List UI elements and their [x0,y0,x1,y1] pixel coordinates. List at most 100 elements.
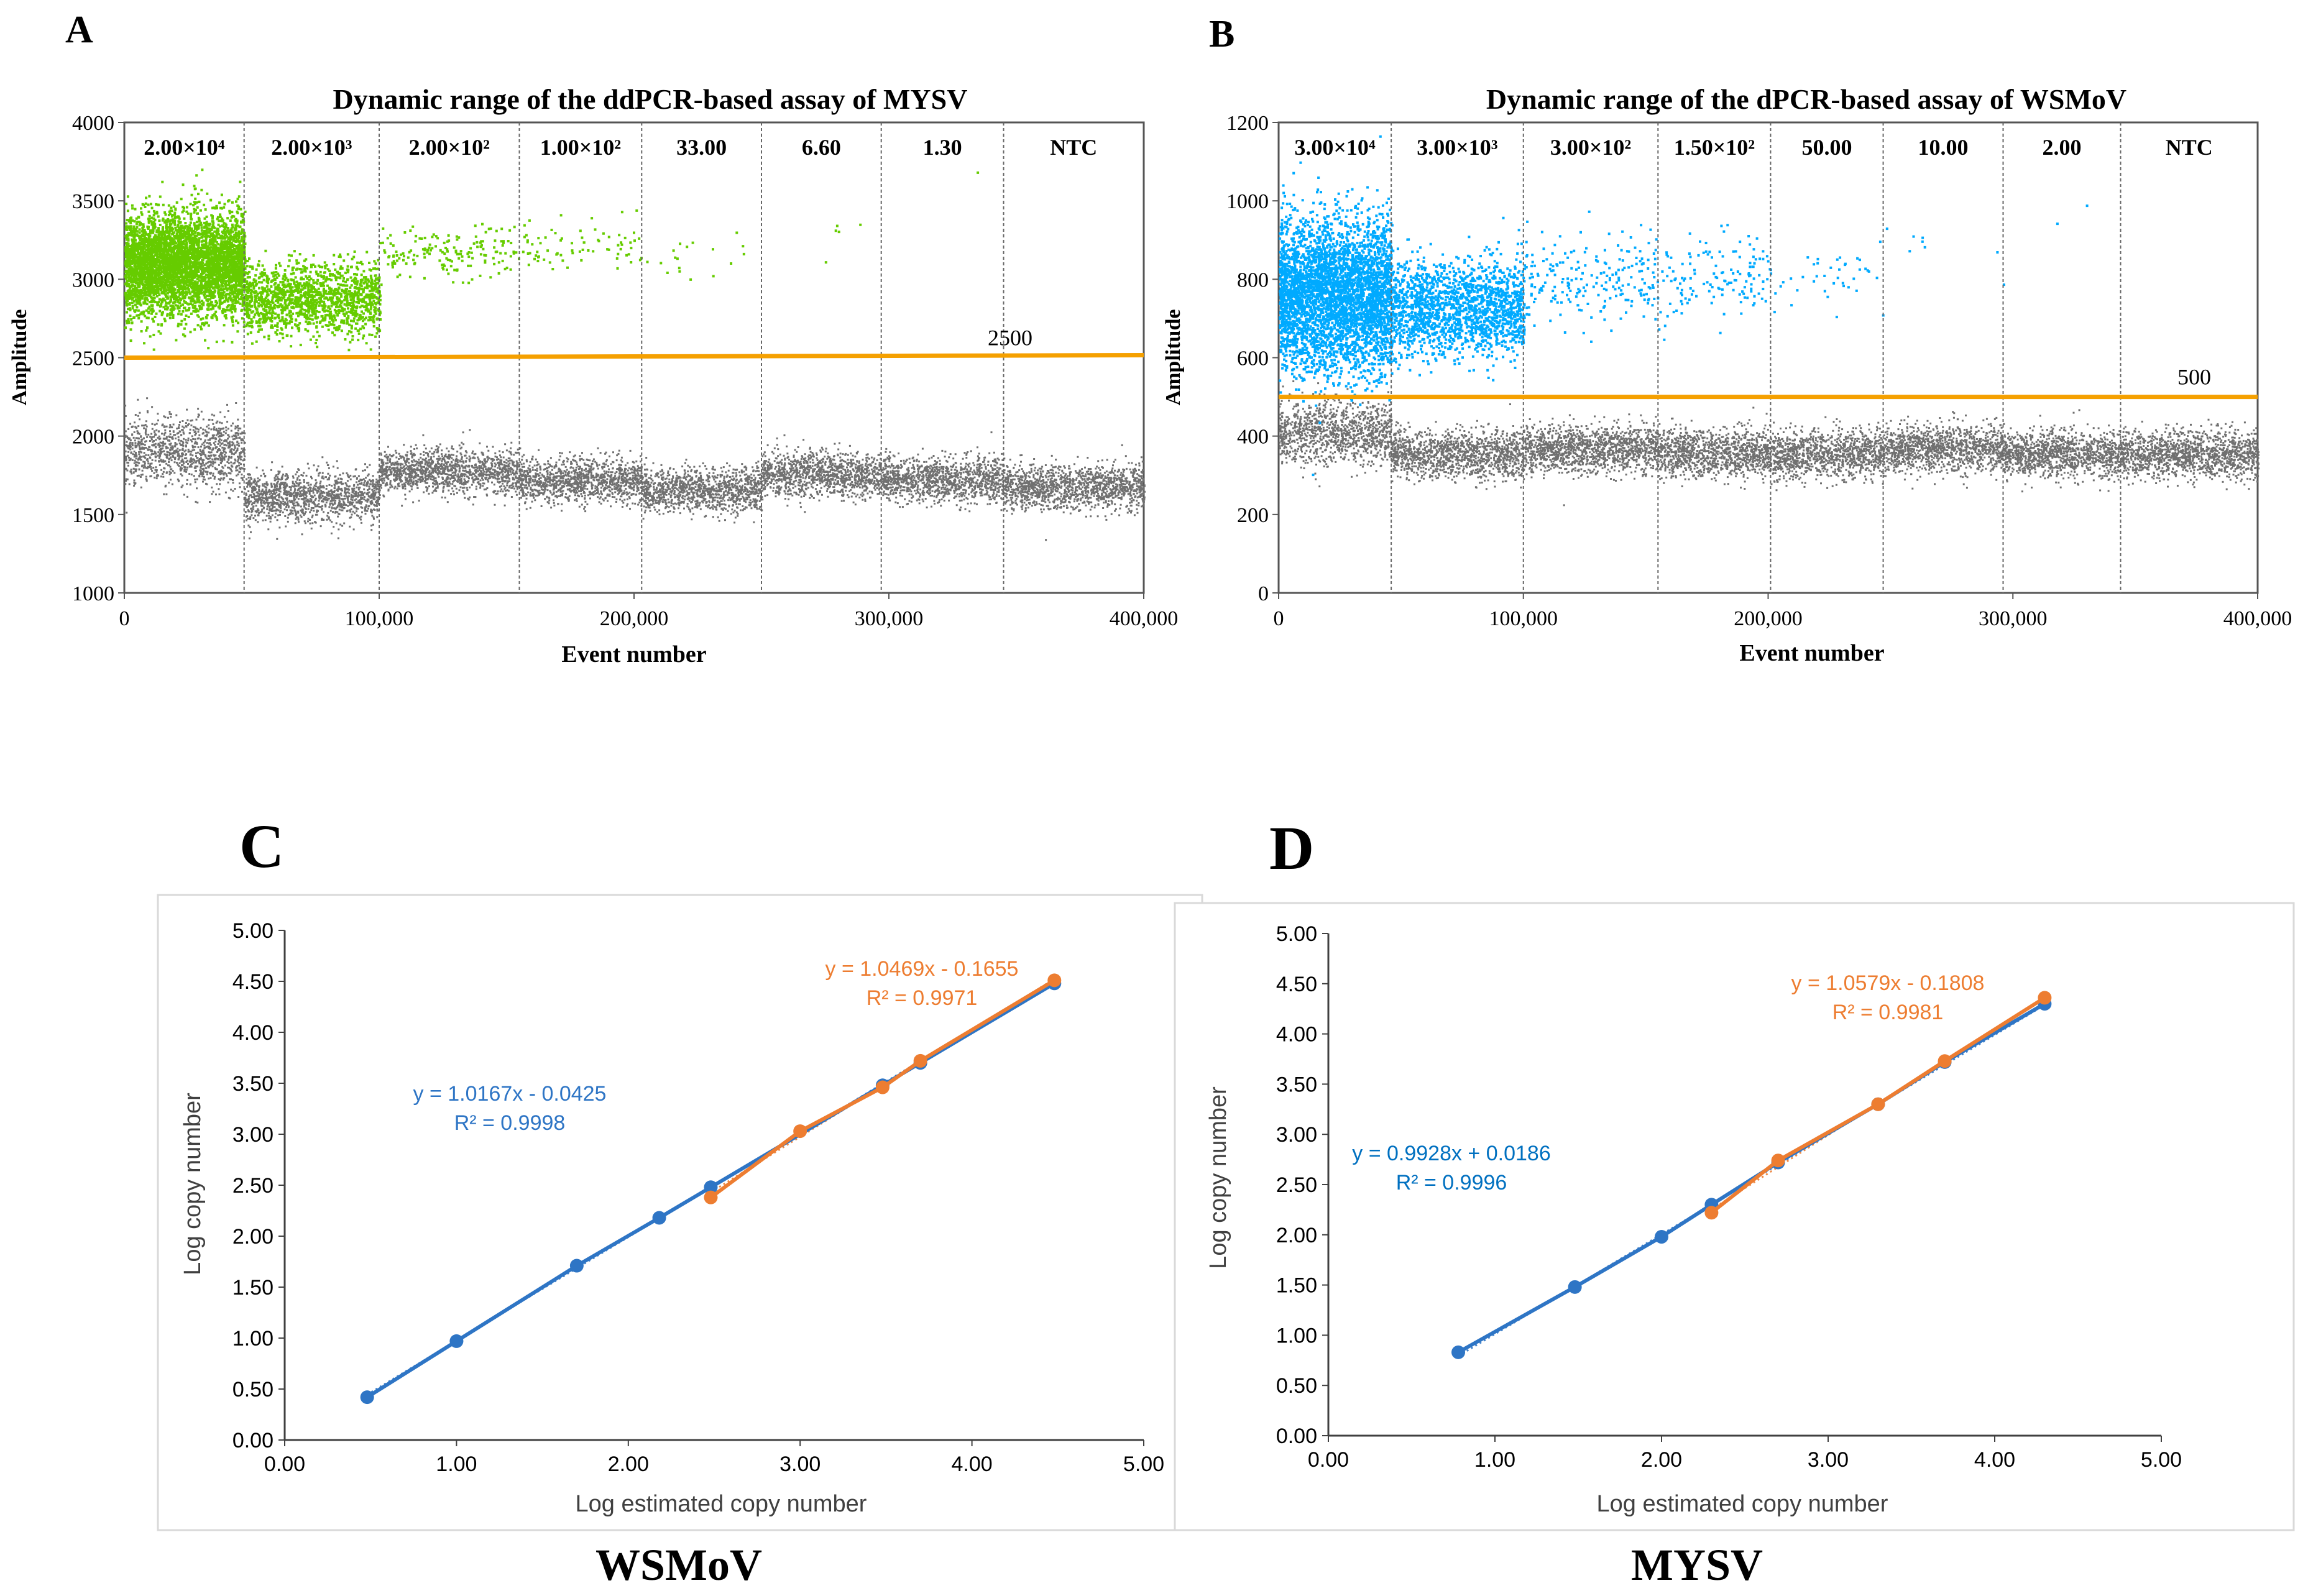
r-squared-blue-c: R² = 0.9998 [454,1111,566,1135]
concentration-label: 2.00×10² [409,135,490,160]
axis-ticks-b: 0 200 400 600 800 1000 1200 0 100,000 200,000 300,… [1226,112,2292,630]
x-tick-label: 0.00 [1308,1448,1349,1472]
y-tick-label: 4.00 [1276,1023,1317,1047]
panel-a: A Dynamic range of the ddPCR-based assay… [8,9,1178,667]
y-tick-label: 0 [1258,582,1269,605]
y-tick-label: 0.00 [1276,1424,1317,1448]
y-tick-label: 1.00 [1276,1324,1317,1347]
x-axis-label-c: Log estimated copy number [576,1491,867,1517]
x-tick-label: 400,000 [1110,607,1179,630]
y-tick-label: 3.50 [1276,1073,1317,1096]
y-tick-label: 1.00 [232,1327,274,1351]
data-point-orange [793,1124,807,1139]
y-tick-label: 0.00 [232,1429,274,1452]
plot-frame-b [1277,121,2259,594]
x-tick-label: 1.00 [1474,1448,1515,1472]
concentration-label: 3.00×10³ [1417,135,1498,160]
r-squared-orange-c: R² = 0.9971 [867,986,978,1010]
y-tick-label: 4.50 [232,970,274,994]
concentration-labels-a: 2.00×10⁴ 2.00×10³ 2.00×10² 1.00×10² 33.00 6.6… [144,135,1097,160]
panel-label-b: B [1209,13,1234,55]
data-point-blue [449,1334,464,1348]
y-tick-label: 2.50 [1276,1173,1317,1197]
equation-blue-c: y = 1.0167x - 0.0425 [413,1082,607,1106]
axes-c: 0.00 0.50 1.00 1.50 2.00 2.50 3.00 3.50 4.00 4.50… [232,919,1164,1476]
equation-orange-c: y = 1.0469x - 0.1655 [825,957,1019,981]
negative-droplets-a [124,397,1146,541]
x-tick-label: 3.00 [1808,1448,1849,1472]
concentration-label: 33.00 [676,135,727,160]
y-tick-label: 800 [1237,268,1269,291]
y-tick-label: 1.50 [1276,1274,1317,1298]
y-tick-label: 4.50 [1276,973,1317,996]
concentration-label: 1.30 [923,135,962,160]
y-tick-label: 2.50 [232,1174,274,1198]
data-point-orange [875,1080,890,1094]
y-tick-label: 1200 [1226,112,1269,135]
positive-droplets-b [1279,135,2089,477]
x-axis-label-a: Event number [561,641,706,667]
y-axis-label-c: Log copy number [180,1093,206,1275]
concentration-label: 2.00×10⁴ [144,135,225,160]
y-tick-label: 1.50 [232,1276,274,1300]
x-axis-label-b: Event number [1739,640,1884,666]
y-tick-label: 2000 [72,426,114,449]
concentration-label: 3.00×10⁴ [1294,135,1376,160]
x-tick-label: 300,000 [1979,607,2048,630]
x-tick-label: 0 [1274,607,1284,630]
axes-d: 0.00 0.50 1.00 1.50 2.00 2.50 3.00 3.50 4.00 4.50… [1276,922,2182,1472]
x-tick-label: 300,000 [855,607,924,630]
data-point-orange [1704,1206,1719,1220]
x-tick-label: 0 [119,607,130,630]
y-tick-label: 3.00 [1276,1123,1317,1147]
caption-d: MYSV [1631,1540,1763,1590]
concentration-label: 1.00×10² [540,135,621,160]
droplet-points-b [1279,135,2260,507]
x-tick-label: 200,000 [1734,607,1803,630]
y-tick-label: 2.00 [232,1225,274,1249]
x-tick-label: 4.00 [1974,1448,2015,1472]
x-tick-label: 200,000 [600,607,669,630]
x-tick-label: 2.00 [1641,1448,1682,1472]
y-axis-label-b: Amplitude [1162,310,1185,406]
y-tick-label: 200 [1237,504,1269,527]
concentration-label: 2.00 [2043,135,2082,160]
y-tick-label: 1000 [72,582,114,605]
concentration-label: 3.00×10² [1550,135,1631,160]
panel-label-a: A [65,9,93,51]
y-tick-label: 3.50 [232,1072,274,1096]
data-point-orange [1871,1097,1885,1111]
equation-orange-d: y = 1.0579x - 0.1808 [1791,971,1985,995]
data-point-orange [1047,973,1062,988]
concentration-label: 2.00×10³ [271,135,352,160]
x-tick-label: 5.00 [2141,1448,2182,1472]
chart-area-d [1174,902,2295,1531]
x-tick-label: 5.00 [1123,1452,1164,1476]
x-tick-label: 1.00 [436,1452,477,1476]
panel-b: B Dynamic range of the dPCR-based assay … [1162,13,2292,666]
x-axis-label-d: Log estimated copy number [1597,1491,1888,1517]
y-tick-label: 4000 [72,112,114,135]
data-point-blue [569,1259,584,1273]
data-point-blue [1451,1345,1466,1359]
data-point-orange [2038,991,2052,1005]
chart-title-a: Dynamic range of the ddPCR-based assay o… [333,83,968,115]
y-axis-label-d: Log copy number [1205,1086,1231,1269]
y-tick-label: 2500 [72,347,114,370]
concentration-label: 10.00 [1918,135,1969,160]
y-tick-label: 0.50 [1276,1374,1317,1398]
x-tick-label: 400,000 [2223,607,2292,630]
x-tick-label: 0.00 [264,1452,305,1476]
threshold-label-a: 2500 [988,326,1032,351]
negative-droplets-b [1279,375,2260,507]
y-tick-label: 3.00 [232,1123,274,1147]
concentration-label: 50.00 [1802,135,1852,160]
y-tick-label: 600 [1237,347,1269,370]
panel-label-c: C [239,812,284,881]
y-tick-label: 1000 [1226,190,1269,213]
data-point-blue [1568,1280,1582,1294]
y-tick-label: 3500 [72,190,114,213]
data-point-blue [360,1390,374,1405]
concentration-labels-b: 3.00×10⁴ 3.00×10³ 3.00×10² 1.50×10² 50.00 10.… [1294,135,2212,160]
